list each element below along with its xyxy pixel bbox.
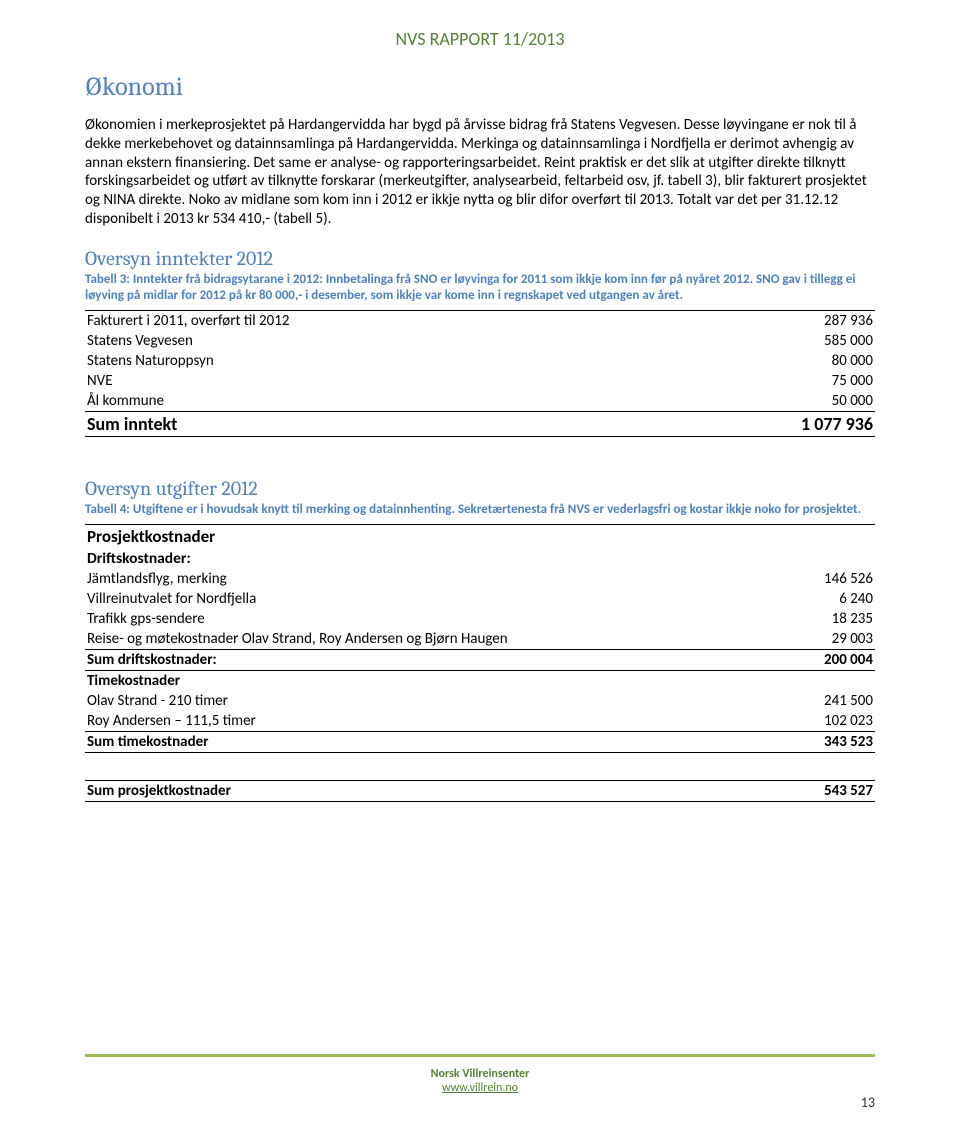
cell-value: 102 023 (765, 711, 875, 732)
cell-label: Driftskostnader: (85, 548, 765, 569)
table4-caption: Tabell 4: Utgiftene er i hovudsak knytt … (85, 502, 875, 518)
cell-label: Villreinutvalet for Nordfjella (85, 589, 765, 609)
cell-label: Statens Vegvesen (85, 331, 555, 351)
page-title: Økonomi (85, 72, 875, 102)
footer-rule (85, 1054, 875, 1057)
section-title-inntekter: Oversyn inntekter 2012 (85, 247, 875, 270)
table-row: Roy Andersen – 111,5 timer 102 023 (85, 711, 875, 732)
cell-value: 543 527 (765, 781, 875, 802)
cell-label: Prosjektkostnader (85, 525, 765, 549)
cell-label: Fakturert i 2011, overført til 2012 (85, 311, 555, 332)
table-utgifter: Prosjektkostnader Driftskostnader: Jämtl… (85, 524, 875, 802)
cell-value: 146 526 (765, 569, 875, 589)
intro-paragraph: Økonomien i merkeprosjektet på Hardanger… (85, 116, 875, 229)
cell-label: Timekostnader (85, 671, 765, 692)
cell-value: 585 000 (555, 331, 875, 351)
table-grandtotal-row: Sum prosjektkostnader 543 527 (85, 781, 875, 802)
table-subheader-row: Driftskostnader: (85, 548, 875, 569)
cell-label: Sum inntekt (85, 412, 555, 437)
table-row: Statens Vegvesen 585 000 (85, 331, 875, 351)
cell-value: 287 936 (555, 311, 875, 332)
cell-label: NVE (85, 371, 555, 391)
cell-label: Reise- og møtekostnader Olav Strand, Roy… (85, 629, 765, 650)
cell-label: Sum driftskostnader: (85, 650, 765, 671)
cell-label: Roy Andersen – 111,5 timer (85, 711, 765, 732)
table-row: Olav Strand - 210 timer 241 500 (85, 691, 875, 711)
cell-value: 80 000 (555, 351, 875, 371)
cell-label: Ål kommune (85, 391, 555, 412)
cell-value: 1 077 936 (555, 412, 875, 437)
table-row: Statens Naturoppsyn 80 000 (85, 351, 875, 371)
cell-value: 200 004 (765, 650, 875, 671)
footer-link[interactable]: www.villrein.no (0, 1081, 960, 1095)
cell-label: Statens Naturoppsyn (85, 351, 555, 371)
cell-label: Trafikk gps-sendere (85, 609, 765, 629)
table-row: Ål kommune 50 000 (85, 391, 875, 412)
table-row: Fakturert i 2011, overført til 2012 287 … (85, 311, 875, 332)
cell-value: 75 000 (555, 371, 875, 391)
page-number: 13 (861, 1094, 875, 1111)
table3-caption: Tabell 3: Inntekter frå bidragsytarane i… (85, 272, 875, 305)
section-title-utgifter: Oversyn utgifter 2012 (85, 477, 875, 500)
cell-value: 241 500 (765, 691, 875, 711)
cell-value: 343 523 (765, 732, 875, 753)
table-row: Trafikk gps-sendere 18 235 (85, 609, 875, 629)
table-row: Jämtlandsflyg, merking 146 526 (85, 569, 875, 589)
table-row: Villreinutvalet for Nordfjella 6 240 (85, 589, 875, 609)
spacer (85, 753, 875, 781)
table-subtotal-row: Sum driftskostnader: 200 004 (85, 650, 875, 671)
cell-value: 18 235 (765, 609, 875, 629)
cell-value: 50 000 (555, 391, 875, 412)
footer-org: Norsk Villreinsenter (0, 1067, 960, 1081)
cell-value: 29 003 (765, 629, 875, 650)
page-footer: Norsk Villreinsenter www.villrein.no (0, 1054, 960, 1095)
cell-value: 6 240 (765, 589, 875, 609)
cell-label: Sum timekostnader (85, 732, 765, 753)
table-row: Reise- og møtekostnader Olav Strand, Roy… (85, 629, 875, 650)
cell-label: Olav Strand - 210 timer (85, 691, 765, 711)
table-row: NVE 75 000 (85, 371, 875, 391)
table-subheader-row: Timekostnader (85, 671, 875, 692)
cell-label: Sum prosjektkostnader (85, 781, 765, 802)
table-inntekter: Fakturert i 2011, overført til 2012 287 … (85, 310, 875, 437)
report-id: NVS RAPPORT 11/2013 (85, 28, 875, 50)
table-header-row: Prosjektkostnader (85, 525, 875, 549)
cell-label: Jämtlandsflyg, merking (85, 569, 765, 589)
table-sum-row: Sum inntekt 1 077 936 (85, 412, 875, 437)
table-subtotal-row: Sum timekostnader 343 523 (85, 732, 875, 753)
